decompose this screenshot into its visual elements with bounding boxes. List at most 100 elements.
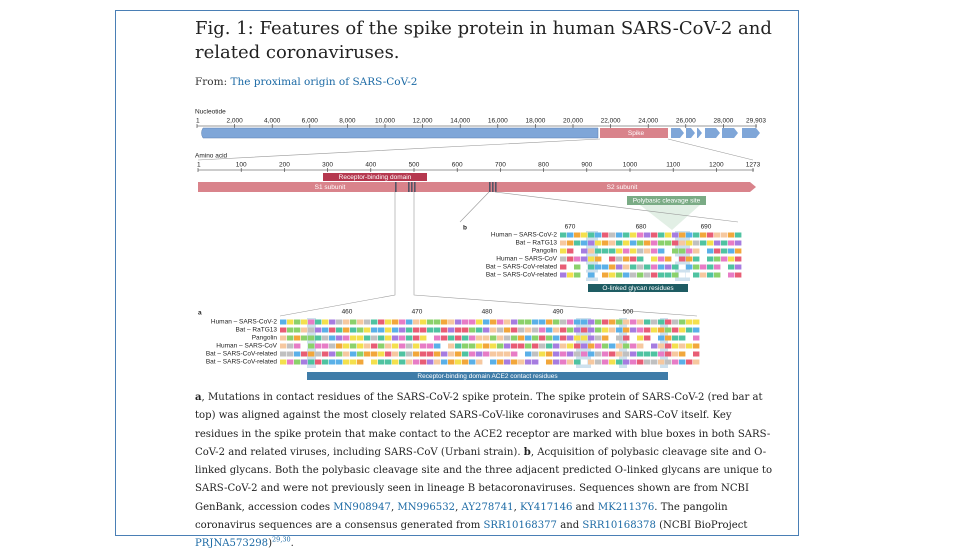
residue [609, 343, 616, 349]
residue [532, 327, 539, 333]
residue [595, 240, 602, 246]
residue [574, 343, 581, 349]
residue [714, 272, 721, 278]
residue [630, 335, 637, 341]
accession-link[interactable]: MN996532 [397, 501, 456, 513]
residue [609, 240, 616, 246]
residue [679, 351, 686, 357]
residue [581, 272, 588, 278]
residue [637, 359, 644, 365]
tick-label: 20,000 [563, 118, 583, 125]
residue [651, 343, 658, 349]
residue [420, 319, 427, 325]
residue [581, 335, 588, 341]
residue [644, 232, 651, 238]
residue [728, 272, 735, 278]
residue [392, 335, 399, 341]
residue [392, 351, 399, 357]
sra-link[interactable]: SRR10168378 [582, 520, 656, 532]
tick-label: 24,000 [638, 118, 658, 125]
residue [602, 264, 609, 270]
residue [553, 319, 560, 325]
bioproject-link[interactable]: PRJNA573298 [195, 538, 269, 550]
residue [413, 359, 420, 365]
residue [665, 343, 672, 349]
residue [693, 240, 700, 246]
residue [623, 335, 630, 341]
residue [294, 343, 301, 349]
residue [595, 248, 602, 254]
residue [602, 359, 609, 365]
residue [623, 327, 630, 333]
residue [658, 335, 665, 341]
accession-link[interactable]: KY417146 [519, 501, 573, 513]
caption-text: , [455, 501, 462, 513]
residue [469, 335, 476, 341]
page: Fig. 1: Features of the spike protein in… [115, 10, 799, 550]
residue [553, 335, 560, 341]
residue [679, 232, 686, 238]
residue [483, 351, 490, 357]
residue [532, 351, 539, 357]
residue [406, 343, 413, 349]
residue [497, 335, 504, 341]
residue [686, 335, 693, 341]
tick-label: 200 [279, 162, 290, 169]
spike-bar [600, 128, 668, 138]
panel-letter: b [463, 225, 467, 232]
residue [630, 351, 637, 357]
residue [357, 327, 364, 333]
residue [392, 319, 399, 325]
residue [686, 343, 693, 349]
residue [595, 264, 602, 270]
source-link[interactable]: The proximal origin of SARS-CoV-2 [230, 76, 418, 88]
residue [385, 319, 392, 325]
position-label: 490 [553, 309, 564, 316]
residue [630, 248, 637, 254]
residue [462, 343, 469, 349]
tick-label: 14,000 [450, 118, 470, 125]
reference-link[interactable]: 29,30 [272, 536, 291, 545]
residue [679, 272, 686, 278]
residue [693, 264, 700, 270]
residue [651, 232, 658, 238]
residue [539, 327, 546, 333]
residue [616, 335, 623, 341]
tick-label: 6,000 [302, 118, 319, 125]
residue [609, 327, 616, 333]
caption-text: (NCBI BioProject [655, 520, 748, 532]
residue [518, 359, 525, 365]
row-label: Pangolin [532, 248, 558, 255]
residue [532, 359, 539, 365]
residue [455, 343, 462, 349]
residue [672, 319, 679, 325]
residue [469, 359, 476, 365]
residue [686, 319, 693, 325]
residue [441, 319, 448, 325]
residue [497, 351, 504, 357]
panel-letter: a [198, 310, 202, 317]
residue [280, 319, 287, 325]
accession-link[interactable]: MN908947 [333, 501, 391, 513]
row-label: Bat – SARS-CoV-related [206, 351, 278, 358]
residue [441, 335, 448, 341]
residue [427, 335, 434, 341]
residue [483, 319, 490, 325]
residue [644, 272, 651, 278]
residue [308, 343, 315, 349]
residue [301, 359, 308, 365]
residue [329, 343, 336, 349]
residue [651, 335, 658, 341]
residue [434, 351, 441, 357]
residue [567, 232, 574, 238]
residue [434, 343, 441, 349]
residue [623, 248, 630, 254]
residue [308, 327, 315, 333]
accession-link[interactable]: MK211376 [597, 501, 655, 513]
sra-link[interactable]: SRR10168377 [483, 520, 557, 532]
residue [588, 335, 595, 341]
accession-link[interactable]: AY278741 [461, 501, 514, 513]
residue [371, 343, 378, 349]
residue [434, 327, 441, 333]
residue [420, 327, 427, 333]
